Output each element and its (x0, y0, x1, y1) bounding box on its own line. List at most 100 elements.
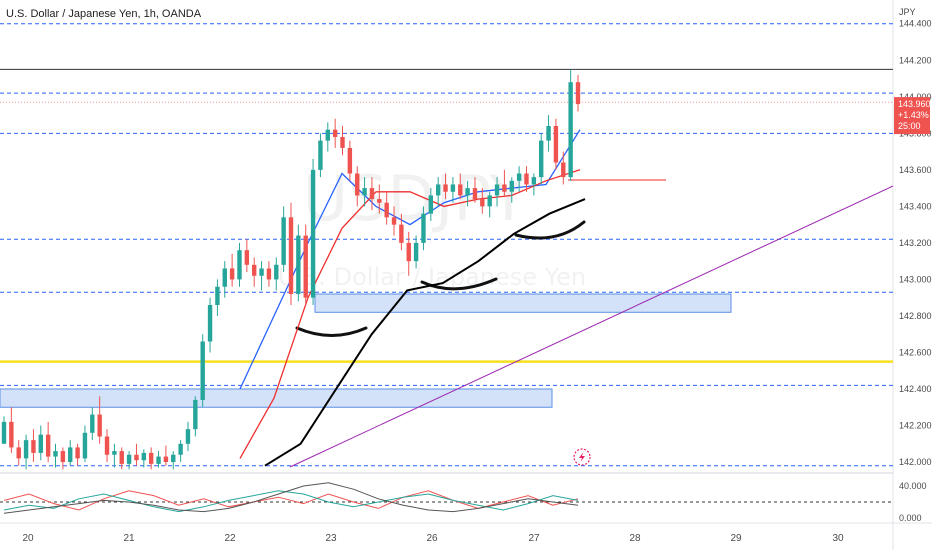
candle-body (303, 235, 308, 298)
candle-body (178, 443, 183, 455)
time-tick-label: 27 (528, 533, 540, 544)
moving-average-line (239, 169, 581, 459)
candle-body (82, 432, 88, 459)
candle-body (200, 341, 205, 400)
candle-body (362, 188, 367, 196)
candle-body (487, 195, 492, 207)
candle-body (413, 242, 419, 262)
candle-body (524, 173, 529, 185)
shoulder-arc-left (295, 326, 368, 337)
lightning-icon[interactable] (573, 448, 591, 466)
candle-body (450, 184, 456, 192)
candle-body (281, 217, 286, 265)
time-tick-label: 22 (224, 533, 236, 544)
candle-body (561, 162, 566, 178)
price-tick-label: 144.000 (899, 92, 932, 102)
candle-body (134, 454, 139, 461)
candle-body (266, 268, 272, 280)
candle-body (53, 451, 58, 457)
candle-body (465, 188, 470, 196)
drawings-layer (289, 179, 894, 468)
price-tick-label: 143.600 (899, 165, 932, 175)
candle-body (553, 126, 559, 163)
candle-body (163, 456, 169, 463)
candle-body (45, 434, 51, 457)
price-tick-label: 142.800 (899, 311, 932, 321)
candle-body (347, 147, 353, 174)
candle-body (23, 440, 29, 459)
candle-body (384, 202, 389, 218)
candle-body (421, 213, 426, 243)
candle-body (391, 217, 397, 225)
price-tick-label: 144.400 (899, 19, 932, 29)
candle-body (90, 414, 95, 433)
candle-body (185, 429, 191, 444)
candle-body (575, 82, 581, 105)
candle-body (207, 304, 213, 342)
last-price-badge: 143.960 +1.43% 25:00 (894, 97, 931, 135)
candle-body (193, 399, 198, 430)
oscillator-line (3, 490, 579, 511)
support-zone (314, 293, 732, 313)
chart-title: U.S. Dollar / Japanese Yen, 1h, OANDA (6, 8, 202, 20)
trendline (289, 185, 894, 468)
candle-body (516, 173, 522, 181)
candle-body (480, 199, 485, 207)
last-price-label: 143.960 (898, 99, 931, 109)
candle-body (215, 286, 220, 305)
price-axis[interactable]: 144.400144.200144.000143.800143.600143.4… (899, 19, 932, 467)
price-tick-label: 144.200 (899, 55, 932, 65)
price-tick-label: 143.400 (899, 201, 932, 211)
price-tick-label: 142.000 (899, 457, 932, 467)
time-axis[interactable]: 20 21 22 23 26 27 28 29 30 (22, 533, 844, 544)
levels-layer (0, 23, 893, 467)
time-tick-label: 23 (325, 533, 337, 544)
candle-body (141, 452, 147, 461)
time-tick-label: 26 (426, 533, 438, 544)
price-tick-label: 142.600 (899, 347, 932, 357)
candle-body (16, 447, 21, 459)
candle-body (318, 140, 323, 170)
candle-body (68, 447, 73, 463)
oscillator-tick-label: 40.000 (899, 481, 927, 491)
time-tick-label: 21 (123, 533, 135, 544)
candle-body (340, 136, 345, 148)
candle-body (494, 184, 500, 196)
candle-body (428, 195, 434, 214)
candle-body (97, 414, 102, 437)
candle-body (119, 451, 124, 464)
candle-body (472, 188, 478, 200)
candle-body (406, 242, 411, 262)
time-tick-label: 20 (22, 533, 34, 544)
candle-body (156, 456, 161, 464)
oscillator-tick-label: 0.000 (899, 513, 922, 523)
candle-body (531, 177, 537, 185)
candle-body (288, 217, 294, 295)
change-percent-label: +1.43% (898, 110, 929, 120)
candle-body (31, 440, 36, 453)
candle-body (75, 447, 80, 459)
last-price-badge-bg (894, 97, 930, 135)
candle-body (60, 451, 66, 463)
candle-body (539, 140, 544, 178)
oscillator-line (3, 490, 579, 513)
candle-body (355, 173, 360, 196)
candle-body (104, 436, 110, 455)
candle-body (237, 250, 242, 280)
countdown-label: 25:00 (898, 121, 921, 131)
candle-body (435, 184, 441, 196)
zones-layer (0, 293, 732, 408)
candle-body (229, 268, 235, 280)
candle-body (443, 184, 448, 192)
candle-body (148, 452, 154, 464)
candle-body (502, 184, 507, 192)
candles-layer (1, 69, 581, 470)
time-tick-label: 30 (832, 533, 844, 544)
time-tick-label: 29 (730, 533, 742, 544)
price-tick-label: 143.000 (899, 274, 932, 284)
watermark-symbol: USDJPY (303, 162, 528, 235)
candle-body (222, 268, 227, 287)
time-tick-label: 28 (629, 533, 641, 544)
candle-body (1, 421, 7, 444)
